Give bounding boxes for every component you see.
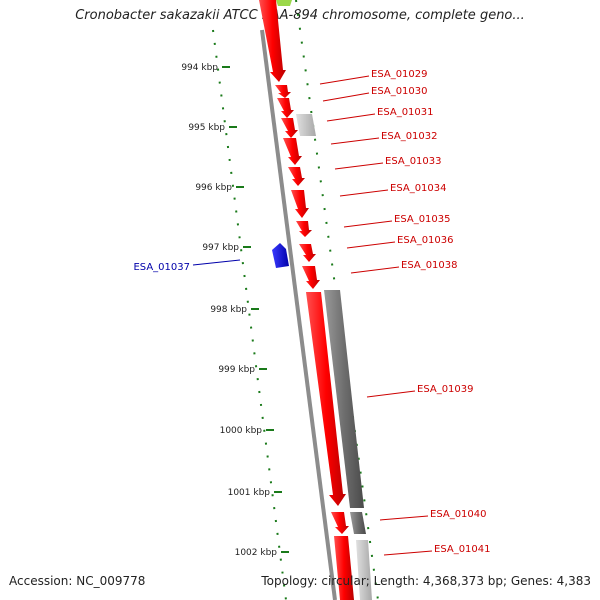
gene-leader-line [383,550,433,556]
ruler-tick-label: 1000 kbp [220,426,263,436]
gene-leader-line [319,75,370,85]
gene-arrow-ESA_01031[interactable] [281,118,298,138]
gene-arrow-ESA_01032[interactable] [283,138,302,165]
ruler-line [212,29,287,600]
gene-arrow-ESA_01034[interactable] [291,190,309,218]
gene-label-ESA_01035[interactable]: ESA_01035 [394,214,451,225]
gene-leader-line [322,92,370,102]
gene-leader-line [350,266,400,274]
gene-arrow-ESA_01029[interactable] [275,85,291,98]
ruler-tick-label: 997 kbp [202,243,239,253]
gene-label-ESA_01036[interactable]: ESA_01036 [397,235,454,246]
ruler-ticks: 994 kbp 995 kbp 996 kbp 997 kbp 998 kbp 999 k… [181,63,289,558]
gene-leader-line [346,241,396,249]
gene-arrow-ESA_01035[interactable] [296,221,312,237]
gene-arrow-ESA_01030[interactable] [277,98,294,118]
backbone [260,29,337,600]
ruler-tick-label: 996 kbp [195,183,232,193]
gene-arrow-ESA_01028[interactable] [259,0,286,82]
ruler-tick-label: 1002 kbp [235,548,278,558]
gene-label-ESA_01041[interactable]: ESA_01041 [434,544,491,555]
feature-green-top [276,0,292,6]
ruler-tick-label: 1001 kbp [228,488,271,498]
ruler-tick-label: 994 kbp [181,63,218,73]
map-title: Cronobacter sakazakii ATCC BAA-894 chrom… [75,8,525,23]
gene-label-ESA_01031[interactable]: ESA_01031 [377,107,434,118]
topology-text: Topology: circular; Length: 4,368,373 bp… [261,574,591,588]
gene-label-ESA_01034[interactable]: ESA_01034 [390,183,447,194]
gene-arrow-ESA_01033[interactable] [288,167,305,186]
gene-leader-line [343,220,393,228]
gene-label-ESA_01029[interactable]: ESA_01029 [371,69,428,80]
accession-text: Accession: NC_009778 [9,574,146,588]
gene-arrow-ESA_01039[interactable] [306,292,346,506]
gene-leader-line [379,515,429,521]
gene-leader-line [366,390,416,398]
gene-leader-line [326,113,376,122]
gene-label-ESA_01030[interactable]: ESA_01030 [371,86,428,97]
feature-gray-bottom [356,540,372,600]
gene-label-ESA_01040[interactable]: ESA_01040 [430,509,487,520]
gene-label-ESA_01032[interactable]: ESA_01032 [381,131,438,142]
gene-leader-line [334,162,384,170]
outer-tick-ring [295,0,379,600]
gene-label-ESA_01033[interactable]: ESA_01033 [385,156,442,167]
gene-labels: ESA_01029 ESA_01030 ESA_01031 ESA_01032 ESA_… [133,69,491,556]
gene-arrow-ESA_01036[interactable] [299,244,316,262]
ruler-tick-label: 999 kbp [218,365,255,375]
feature-light-01031 [296,114,316,136]
ruler-tick-label: 998 kbp [210,305,247,315]
ruler-tick-label: 995 kbp [188,123,225,133]
gene-leader-line [339,189,389,197]
gene-arrow-ESA_01037[interactable] [272,243,289,268]
gene-arrow-ESA_01038[interactable] [302,266,320,289]
gene-arrow-ESA_01040[interactable] [331,512,349,534]
gene-label-ESA_01038[interactable]: ESA_01038 [401,260,458,271]
feature-gray-short [350,512,366,534]
feature-gray-long [324,290,364,508]
gene-arrow-ESA_01041[interactable] [334,536,354,600]
gene-label-ESA_01039[interactable]: ESA_01039 [417,384,474,395]
gene-leader-line [330,137,380,145]
gene-leader-line [192,259,241,266]
gene-label-ESA_01037[interactable]: ESA_01037 [133,262,190,273]
